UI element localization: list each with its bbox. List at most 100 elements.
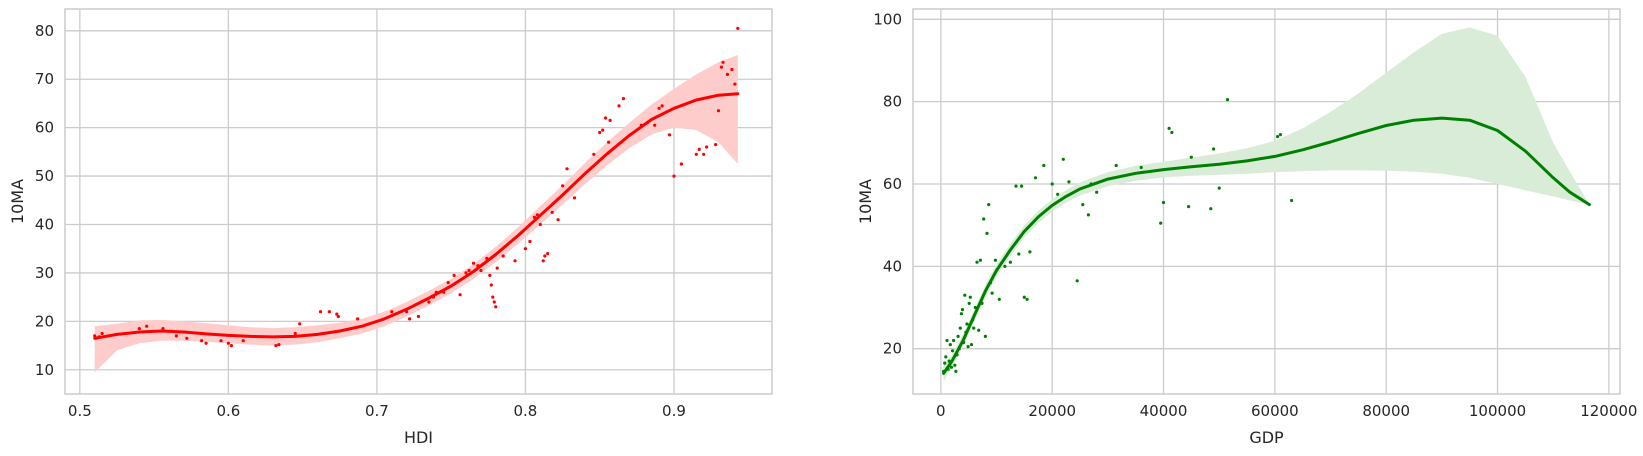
gdp-point-22 bbox=[966, 345, 970, 349]
hdi-point-7 bbox=[174, 334, 178, 338]
hdi-ytick-label-5: 60 bbox=[35, 119, 54, 137]
hdi-point-27 bbox=[416, 314, 421, 319]
hdi-point-67 bbox=[608, 118, 612, 122]
hdi-point-87 bbox=[730, 67, 734, 72]
gdp-point-21 bbox=[965, 322, 969, 326]
gdp-xtick-label-5: 100000 bbox=[1469, 402, 1526, 420]
gdp-point-54 bbox=[1067, 180, 1071, 184]
hdi-point-23 bbox=[356, 317, 360, 321]
hdi-point-63 bbox=[598, 130, 602, 135]
gdp-xtick-label-3: 60000 bbox=[1251, 402, 1299, 420]
gdp-point-17 bbox=[960, 308, 965, 312]
hdi-point-77 bbox=[679, 162, 684, 166]
gdp-point-23 bbox=[967, 301, 971, 305]
gdp-point-8 bbox=[950, 349, 955, 353]
gdp-point-35 bbox=[985, 231, 989, 235]
hdi-point-73 bbox=[657, 106, 661, 110]
hdi-point-72 bbox=[653, 123, 657, 127]
hdi-point-43 bbox=[491, 295, 495, 299]
hdi-point-21 bbox=[335, 312, 339, 316]
hdi-point-62 bbox=[592, 152, 596, 156]
hdi-point-82 bbox=[714, 143, 718, 147]
hdi-point-85 bbox=[721, 60, 725, 64]
gdp-point-30 bbox=[977, 328, 981, 332]
gdp-point-19 bbox=[963, 293, 967, 297]
gdp-axes-frame bbox=[912, 8, 1621, 395]
hdi-ylabel: 10MA bbox=[8, 179, 27, 224]
hdi-point-6 bbox=[161, 327, 165, 331]
gdp-point-41 bbox=[1003, 264, 1007, 268]
gdp-point-11 bbox=[954, 369, 958, 373]
hdi-xlabel: HDI bbox=[404, 428, 433, 447]
gdp-point-10 bbox=[953, 363, 957, 367]
hdi-point-41 bbox=[488, 273, 492, 277]
gdp-xtick-label-4: 80000 bbox=[1362, 402, 1410, 420]
gdp-point-27 bbox=[972, 326, 976, 330]
hdi-xtick-label-4: 0.9 bbox=[662, 402, 686, 420]
hdi-point-65 bbox=[604, 116, 608, 120]
hdi-point-5 bbox=[145, 324, 149, 328]
hdi-point-9 bbox=[200, 339, 204, 343]
hdi-point-61 bbox=[572, 196, 577, 200]
gdp-regression-line bbox=[942, 116, 1591, 375]
gdp-point-62 bbox=[1159, 221, 1163, 225]
hdi-xtick-label-1: 0.6 bbox=[216, 402, 240, 420]
gdp-point-61 bbox=[1139, 165, 1143, 170]
hdi-point-3 bbox=[100, 331, 104, 336]
gdp-ytick-label-2: 60 bbox=[883, 175, 902, 193]
hdi-xtick-label-3: 0.8 bbox=[514, 402, 538, 420]
hdi-point-32 bbox=[446, 281, 450, 285]
gdp-point-24 bbox=[968, 295, 972, 299]
hdi-point-56 bbox=[546, 252, 550, 256]
hdi-ytick-label-2: 30 bbox=[35, 264, 54, 282]
hdi-point-83 bbox=[716, 109, 721, 113]
gdp-point-3 bbox=[945, 338, 949, 343]
gdp-point-70 bbox=[1217, 186, 1221, 190]
gdp-point-15 bbox=[958, 326, 962, 330]
hdi-point-17 bbox=[293, 331, 297, 336]
gdp-point-53 bbox=[1061, 157, 1065, 161]
hdi-point-75 bbox=[667, 133, 672, 137]
gdp-point-47 bbox=[1025, 297, 1029, 301]
hdi-ytick-label-7: 80 bbox=[35, 22, 54, 40]
hdi-point-18 bbox=[298, 322, 302, 326]
hdi-point-79 bbox=[697, 147, 701, 151]
gdp-point-65 bbox=[1170, 130, 1174, 135]
hdi-point-37 bbox=[471, 261, 476, 265]
gdp-point-64 bbox=[1167, 126, 1171, 130]
gdp-point-25 bbox=[969, 343, 974, 347]
gdp-point-50 bbox=[1042, 163, 1046, 168]
hdi-xtick-label-0: 0.5 bbox=[68, 402, 92, 420]
gdp-point-55 bbox=[1075, 279, 1079, 283]
hdi-point-58 bbox=[556, 218, 560, 222]
gdp-point-66 bbox=[1187, 205, 1191, 209]
gdp-point-2 bbox=[944, 355, 948, 359]
hdi-point-69 bbox=[621, 97, 626, 101]
hdi-point-19 bbox=[318, 310, 323, 314]
gdp-ytick-label-3: 80 bbox=[883, 93, 902, 111]
hdi-ytick-label-6: 70 bbox=[35, 70, 54, 88]
hdi-point-55 bbox=[543, 254, 547, 258]
hdi-axes-frame bbox=[64, 8, 773, 395]
hdi-point-49 bbox=[523, 247, 528, 251]
gdp-point-7 bbox=[949, 365, 954, 369]
hdi-xtick-label-2: 0.7 bbox=[365, 402, 389, 420]
hdi-point-8 bbox=[185, 336, 189, 340]
hdi-point-86 bbox=[725, 72, 730, 76]
gdp-point-72 bbox=[1276, 135, 1280, 139]
hdi-regression-line bbox=[93, 92, 740, 340]
hdi-point-50 bbox=[528, 239, 532, 244]
hdi-point-20 bbox=[327, 310, 331, 314]
hdi-point-44 bbox=[492, 300, 496, 304]
gdp-point-60 bbox=[1114, 163, 1118, 168]
gdp-ytick-label-0: 20 bbox=[883, 340, 902, 358]
hdi-ytick-label-0: 10 bbox=[35, 361, 54, 379]
hdi-point-48 bbox=[513, 259, 517, 263]
gdp-xtick-label-1: 20000 bbox=[1028, 402, 1076, 420]
hdi-point-57 bbox=[550, 210, 554, 214]
hdi-point-68 bbox=[617, 104, 621, 108]
gdp-xtick-label-2: 40000 bbox=[1140, 402, 1188, 420]
gdp-point-13 bbox=[956, 334, 960, 338]
hdi-point-46 bbox=[495, 266, 499, 270]
